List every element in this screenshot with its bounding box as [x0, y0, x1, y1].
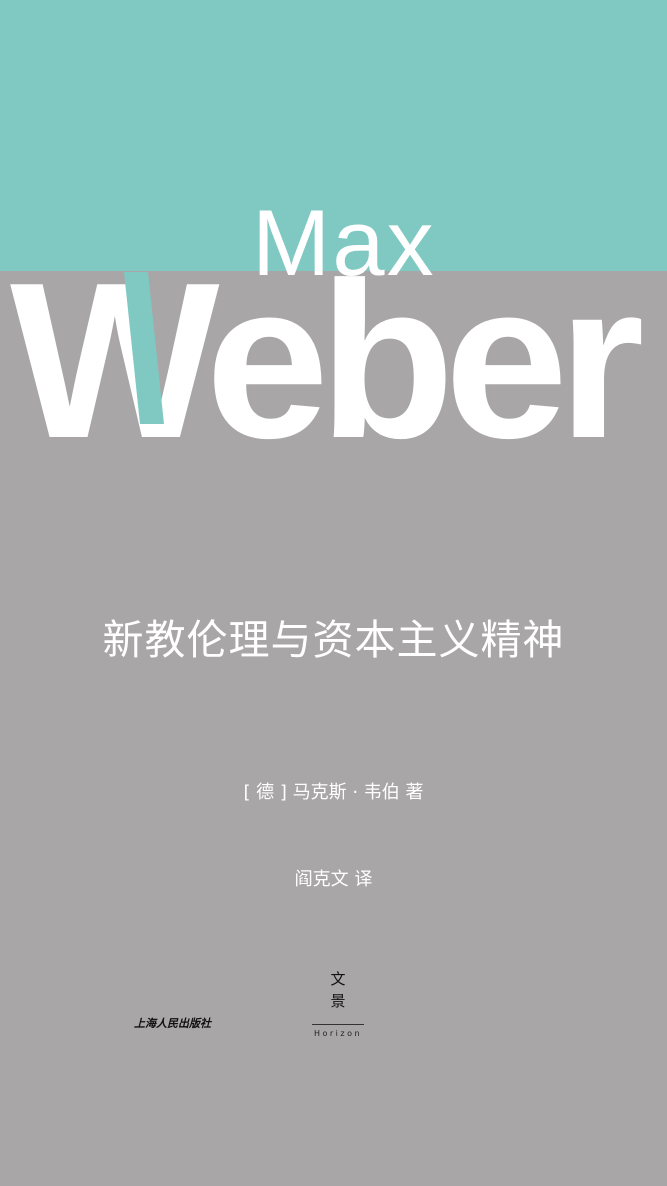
translator-credit: 阎克文 译	[294, 869, 373, 890]
book-title: 新教伦理与资本主义精神	[102, 616, 565, 664]
author-last-name: Weber	[10, 237, 644, 485]
imprint-char-jing: 景	[330, 992, 346, 1010]
imprint-char-wen: 文	[330, 970, 346, 988]
teal-header-band	[0, 0, 667, 271]
imprint-latin-name: Horizon	[313, 1029, 363, 1038]
author-first-name: Max	[252, 190, 436, 295]
teal-diagonal-accent	[124, 272, 164, 424]
imprint-logo: 文 景 Horizon	[312, 968, 364, 1038]
publisher-logo: 上海人民出版社	[134, 1017, 211, 1030]
author-credit: [ 德 ] 马克斯 · 韦伯 著	[243, 782, 424, 803]
imprint-divider	[312, 1024, 364, 1025]
